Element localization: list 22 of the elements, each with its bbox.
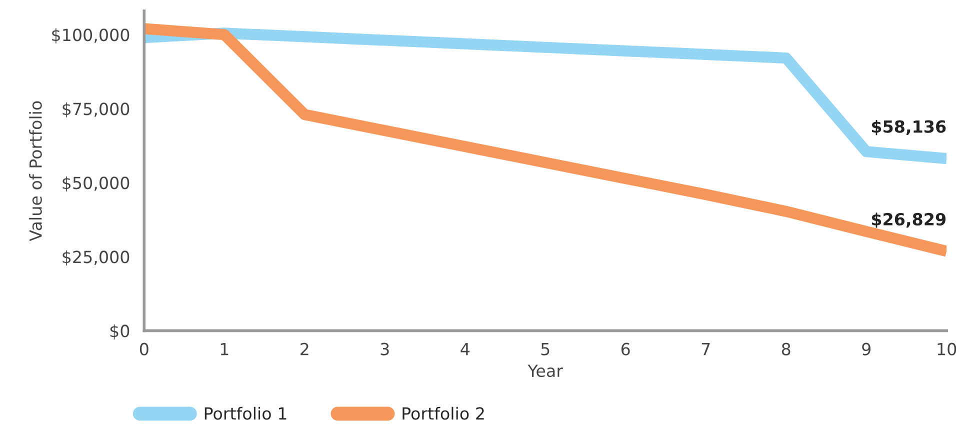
- x-tick-label: 5: [541, 343, 550, 356]
- x-tick-label: 2: [300, 342, 308, 356]
- x-tick-label: 0: [140, 342, 148, 356]
- y-tick-label: $0: [110, 324, 130, 340]
- x-tick-label: 4: [460, 343, 470, 356]
- y-tick-label: $25,000: [62, 250, 130, 266]
- x-tick-label: 9: [862, 342, 870, 356]
- legend-label: Portfolio 1: [204, 406, 286, 420]
- x-tick-label: 1: [220, 343, 228, 356]
- x-tick-label: 3: [380, 342, 389, 356]
- x-tick-label: 8: [782, 342, 790, 356]
- annotation: $58,136: [872, 120, 946, 136]
- x-tick-label: 7: [702, 343, 710, 356]
- x-axis-title: Year: [528, 364, 564, 378]
- y-tick-label: $100,000: [52, 28, 130, 44]
- annotation: $26,829: [872, 212, 946, 228]
- x-tick-label: 10: [938, 342, 956, 356]
- y-axis-title: Value of Portfolio: [29, 101, 42, 242]
- legend-label: Portfolio 2: [402, 406, 484, 420]
- y-tick-label: $75,000: [62, 102, 130, 118]
- y-tick-label: $50,000: [62, 176, 130, 192]
- x-tick-label: 6: [621, 342, 630, 356]
